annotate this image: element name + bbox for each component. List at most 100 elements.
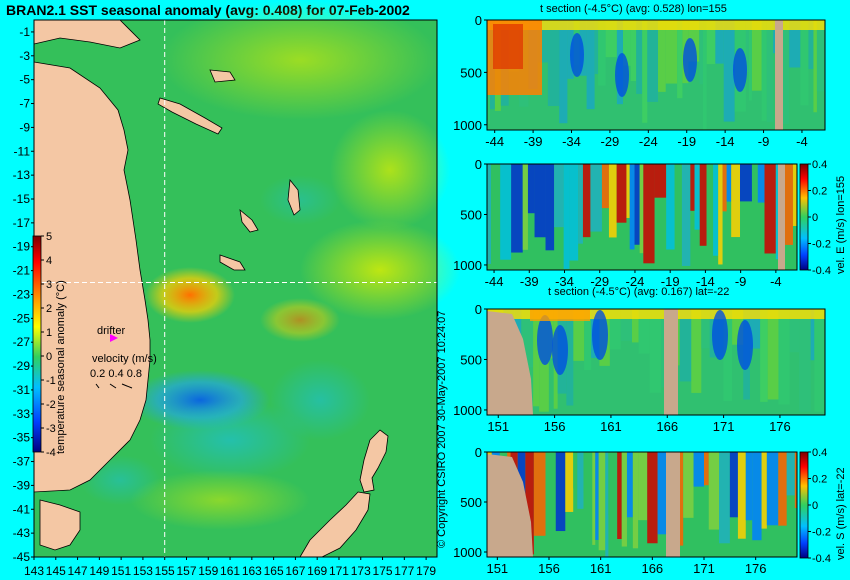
t-section-lat-field-stripe bbox=[810, 309, 815, 361]
sst-map: 143 145 147 149 151 153 155 157 159 161 163 165 167 1… bbox=[13, 0, 460, 578]
velocity-label: velocity (m/s) bbox=[92, 353, 157, 365]
t-section-lat-x-tick-label: 171 bbox=[713, 419, 735, 434]
t-section-lat-cold-eddy bbox=[592, 310, 608, 360]
vel-s-section-x-tick-label: 171 bbox=[693, 561, 715, 576]
t-section-lat-frame bbox=[486, 308, 826, 416]
map-x-tick-label: 177 bbox=[394, 564, 414, 578]
vel-e-section-field-stripe bbox=[718, 164, 723, 265]
vel-e-section-field-stripe bbox=[740, 164, 752, 202]
map-y-tick-label: -17 bbox=[13, 216, 31, 230]
vel-s-section-land-column bbox=[666, 452, 680, 557]
vel-s-section-field-stripe bbox=[577, 452, 584, 509]
vel-e-section-land-column bbox=[778, 164, 785, 270]
vel-e-colorbar-gradient bbox=[799, 163, 809, 271]
map-colorbar-tick-label: 1 bbox=[46, 327, 52, 339]
vel-s-section-field-stripe bbox=[595, 452, 599, 540]
drifter-label: drifter bbox=[97, 325, 125, 337]
map-colorbar-tick-label: 4 bbox=[46, 255, 52, 267]
map-x-tick-label: 147 bbox=[68, 564, 88, 578]
vel-e-section-colorbar-tick-label: -0.2 bbox=[812, 239, 831, 251]
vel-e-section-field-stripe bbox=[792, 164, 797, 226]
t-section-lat-land-shelf bbox=[487, 311, 533, 415]
vel-e-section-panel: -44 -39 -34 -29 -24 -19 -14 -9 -4 0 500 1000 bbox=[453, 157, 798, 289]
vel-s-section-x-tick-label: 156 bbox=[538, 561, 560, 576]
vel-s-section-field-stripe bbox=[632, 452, 639, 549]
vel-e-section-field-stripe bbox=[527, 164, 535, 214]
vel-e-section-field-stripe bbox=[545, 164, 555, 251]
velocity-arrow-small bbox=[95, 383, 100, 389]
vel-e-section-x-tick-label: -19 bbox=[661, 274, 680, 289]
vel-s-section-field-stripe bbox=[583, 452, 593, 493]
t-section-lon-field-stripe bbox=[665, 20, 678, 84]
vel-s-section-field-stripe bbox=[693, 452, 705, 487]
t-section-lat-cold-eddy bbox=[712, 310, 728, 360]
t-section-lon-field-stripe bbox=[647, 20, 659, 102]
map-y-tick-label: -43 bbox=[13, 526, 31, 540]
t-section-lat-field-stripe bbox=[778, 309, 790, 405]
t-section-lon-x-tick-label: -19 bbox=[677, 134, 696, 149]
map-x-tick-label: 145 bbox=[46, 564, 66, 578]
t-section-lon-cold-eddy bbox=[570, 33, 584, 77]
vel-s-section-frame bbox=[486, 451, 798, 558]
t-section-lon-field-stripe bbox=[761, 20, 767, 121]
vel-s-section-field-stripe bbox=[657, 452, 670, 535]
t-section-lon-field-stripe bbox=[636, 20, 643, 94]
vel-s-section-field-stripe bbox=[683, 452, 694, 518]
map-y-tick-label: -3 bbox=[19, 49, 30, 63]
vanuatu-north-landmass bbox=[287, 178, 301, 216]
t-section-lat-field-stripe bbox=[799, 309, 811, 412]
map-y-tick-label: -23 bbox=[13, 287, 31, 301]
t-section-lon-field-stripe bbox=[594, 20, 599, 75]
vel-s-section-panel: 151 156 161 166 171 176 0 500 1000 bbox=[453, 445, 798, 576]
t-section-lat-field-stripe bbox=[679, 309, 692, 382]
vel-s-section-field-stripe bbox=[745, 452, 753, 521]
t-section-lat-surface-layer bbox=[487, 309, 825, 319]
t-section-lat-field-stripe bbox=[609, 309, 621, 350]
vel-s-section-colorbar-tick-label: 0.4 bbox=[812, 447, 827, 459]
t-section-lat-cold-eddy bbox=[552, 325, 568, 375]
map-y-tick-label: -1 bbox=[19, 25, 30, 39]
t-section-lon-x-tick-label: -14 bbox=[716, 134, 735, 149]
vel-e-section-field-stripe bbox=[674, 164, 678, 206]
vel-e-section-field-stripe bbox=[487, 164, 491, 264]
map-y-tick-label: -9 bbox=[19, 120, 30, 134]
vel-s-colorbar-label: vel. S (m/s) lat=-22 bbox=[835, 467, 847, 560]
t-section-lon-field-stripe bbox=[658, 20, 666, 92]
map-x-tick-label: 157 bbox=[176, 564, 196, 578]
t-section-lon-land-column bbox=[775, 20, 783, 130]
vel-e-section-x-tick-label: -29 bbox=[590, 274, 609, 289]
t-section-lon-y-tick-label: 500 bbox=[460, 65, 482, 80]
vel-s-section-x-tick-label: 161 bbox=[590, 561, 612, 576]
new-guinea-landmass bbox=[33, 19, 141, 49]
velocity-scale-arrows bbox=[95, 383, 133, 389]
map-y-tick-label: -11 bbox=[14, 144, 31, 158]
vel-e-section-field-stripe bbox=[634, 164, 640, 245]
vel-e-section-y-tick-label: 0 bbox=[475, 157, 482, 172]
vel-s-section-field-stripe bbox=[592, 452, 596, 545]
vel-s-section-field-stripe bbox=[761, 452, 767, 529]
vel-e-section-x-tick-label: -34 bbox=[555, 274, 574, 289]
vel-s-section-field-stripe bbox=[545, 452, 556, 497]
vel-e-colorbar-label: vel. E (m/s) lon=155 bbox=[835, 176, 847, 274]
vel-s-section-field-stripe bbox=[621, 452, 627, 547]
vel-s-section-field-stripe bbox=[565, 452, 574, 512]
t-section-lon-field-stripe bbox=[745, 20, 749, 73]
vel-e-section-colorbar-tick-label: 0.2 bbox=[812, 186, 827, 198]
map-x-tick-label: 169 bbox=[307, 564, 327, 578]
vel-e-section-field-stripe bbox=[694, 164, 700, 230]
map-land bbox=[33, 19, 389, 558]
vel-s-section-land-shelf bbox=[487, 454, 533, 557]
vel-s-section-field-stripe bbox=[647, 452, 658, 544]
vel-e-section-field-stripe bbox=[639, 164, 644, 254]
t-section-lat-y-tick-label: 1000 bbox=[453, 403, 482, 418]
vel-e-section-x-tick-label: -14 bbox=[696, 274, 715, 289]
vel-s-section-colorbar-tick-label: -0.4 bbox=[812, 553, 831, 565]
vel-e-section-colorbar-tick-label: -0.4 bbox=[812, 265, 831, 277]
vel-s-section-field-stripe bbox=[555, 452, 566, 532]
t-section-lon-x-tick-label: -39 bbox=[524, 134, 543, 149]
t-section-lon-field-stripe bbox=[715, 20, 724, 64]
map-x-tick-label: 149 bbox=[89, 564, 109, 578]
vel-s-colorbar-ticks: 0.4 0.2 0 -0.2 -0.4 bbox=[808, 447, 831, 565]
vel-e-section-field-stripe bbox=[616, 164, 627, 223]
t-section-lat-field-stripe bbox=[566, 309, 574, 406]
